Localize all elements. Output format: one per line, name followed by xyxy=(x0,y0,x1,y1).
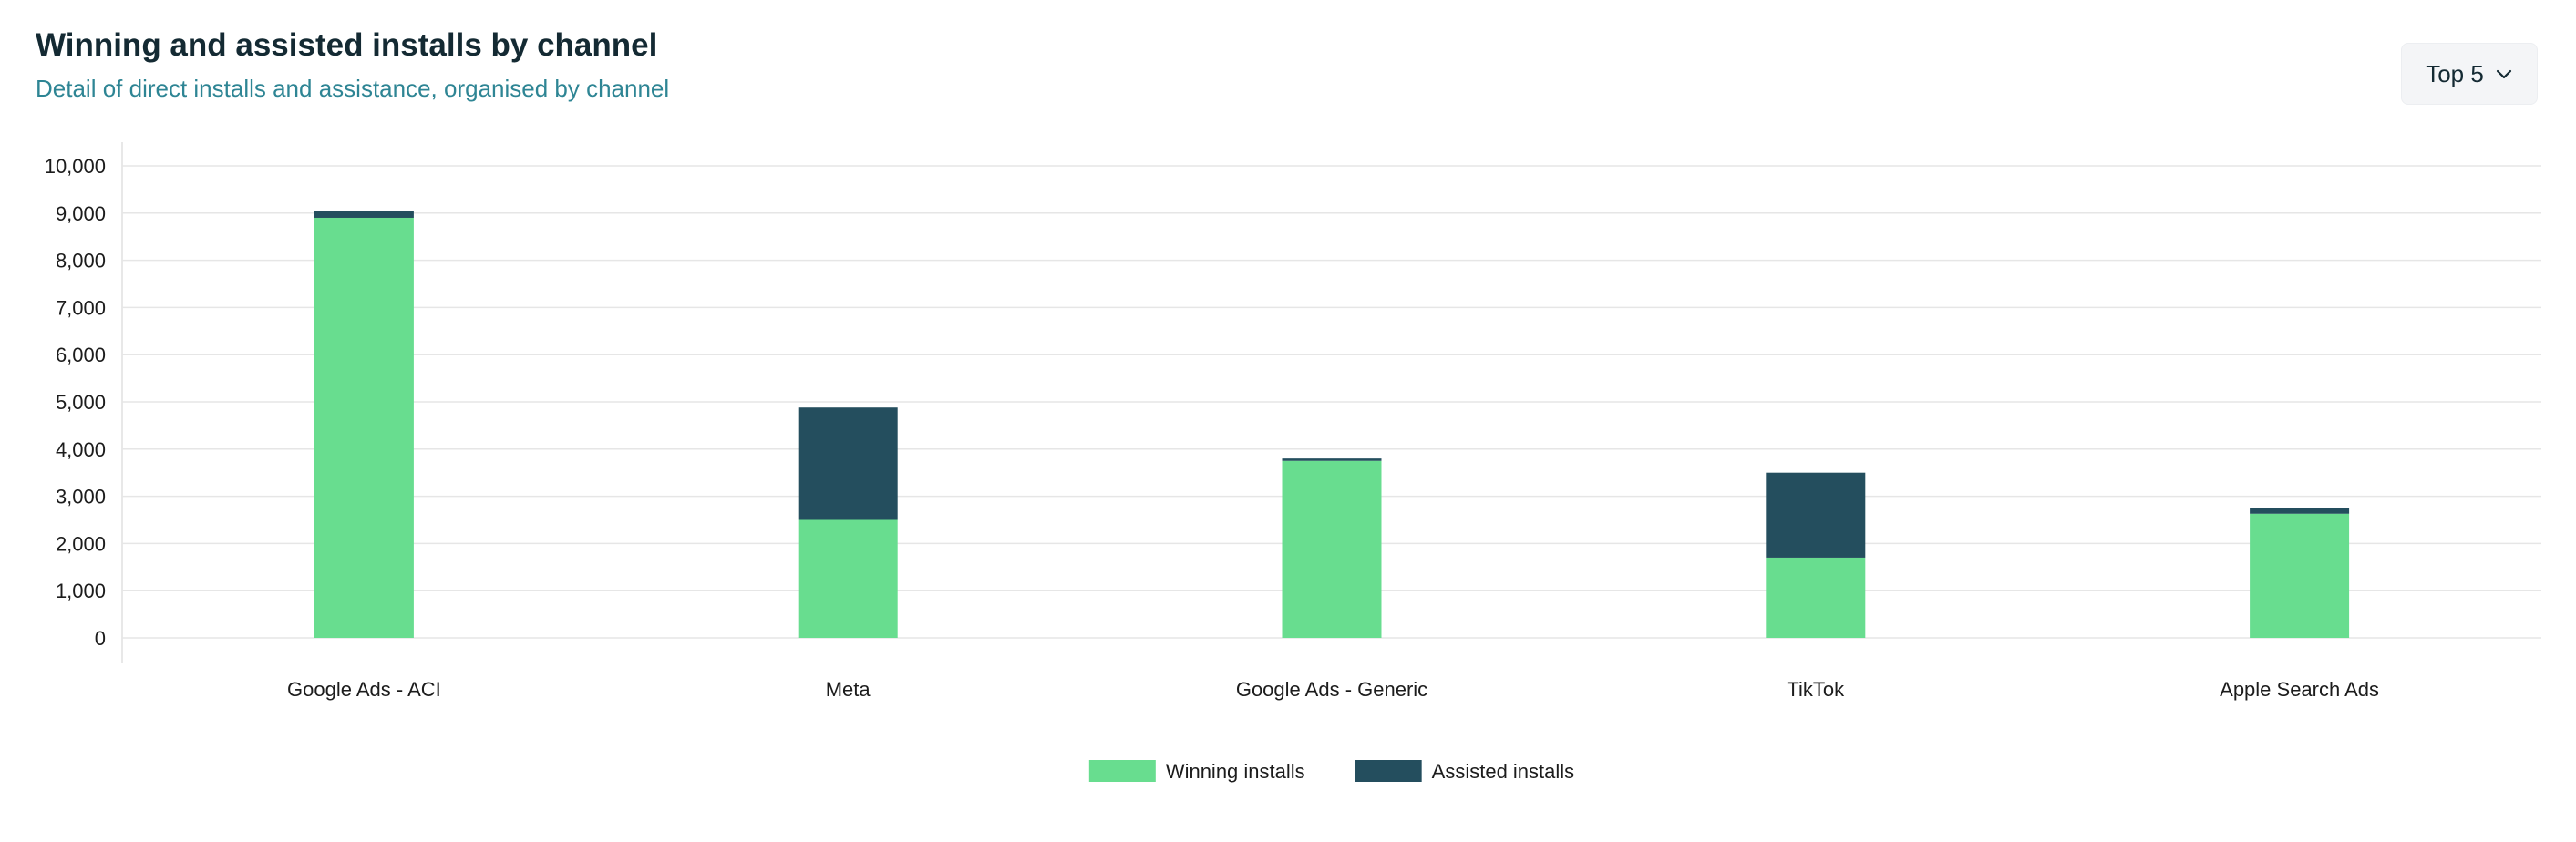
top-n-dropdown-label: Top 5 xyxy=(2426,59,2484,87)
bar-assisted-installs xyxy=(798,407,898,520)
x-category-label: TikTok xyxy=(1787,678,1845,701)
y-tick-label: 4,000 xyxy=(56,438,106,461)
y-tick-label: 10,000 xyxy=(45,155,106,178)
y-tick-label: 2,000 xyxy=(56,532,106,555)
x-category-label: Apple Search Ads xyxy=(2220,678,2379,701)
chevron-down-icon xyxy=(2496,69,2511,79)
y-tick-label: 9,000 xyxy=(56,202,106,225)
legend-label-winning-installs: Winning installs xyxy=(1166,760,1305,783)
y-tick-label: 5,000 xyxy=(56,391,106,414)
bar-winning-installs xyxy=(1766,557,1866,638)
bar-winning-installs xyxy=(2250,513,2350,638)
bar-assisted-installs xyxy=(314,210,414,218)
chart-header: Winning and assisted installs by channel… xyxy=(36,24,669,104)
y-tick-label: 7,000 xyxy=(56,296,106,319)
x-category-label: Meta xyxy=(826,678,871,701)
x-category-label: Google Ads - Generic xyxy=(1236,678,1427,701)
top-n-dropdown[interactable]: Top 5 xyxy=(2401,43,2538,105)
y-tick-label: 8,000 xyxy=(56,250,106,272)
y-tick-label: 0 xyxy=(95,627,106,650)
chart-subtitle: Detail of direct installs and assistance… xyxy=(36,75,670,102)
y-tick-label: 1,000 xyxy=(56,580,106,602)
chart-title: Winning and assisted installs by channel xyxy=(36,27,658,63)
legend-swatch-assisted-installs xyxy=(1355,760,1422,782)
bar-assisted-installs xyxy=(1282,458,1382,461)
y-tick-label: 3,000 xyxy=(56,486,106,508)
x-category-label: Google Ads - ACI xyxy=(287,678,441,701)
legend-swatch-winning-installs xyxy=(1088,760,1156,782)
bar-winning-installs xyxy=(314,217,414,639)
bar-assisted-installs xyxy=(2250,508,2350,514)
bar-winning-installs xyxy=(798,519,898,638)
bar-winning-installs xyxy=(1282,460,1382,638)
bar-assisted-installs xyxy=(1766,472,1866,558)
y-tick-label: 6,000 xyxy=(56,344,106,366)
legend-label-assisted-installs: Assisted installs xyxy=(1432,760,1575,783)
